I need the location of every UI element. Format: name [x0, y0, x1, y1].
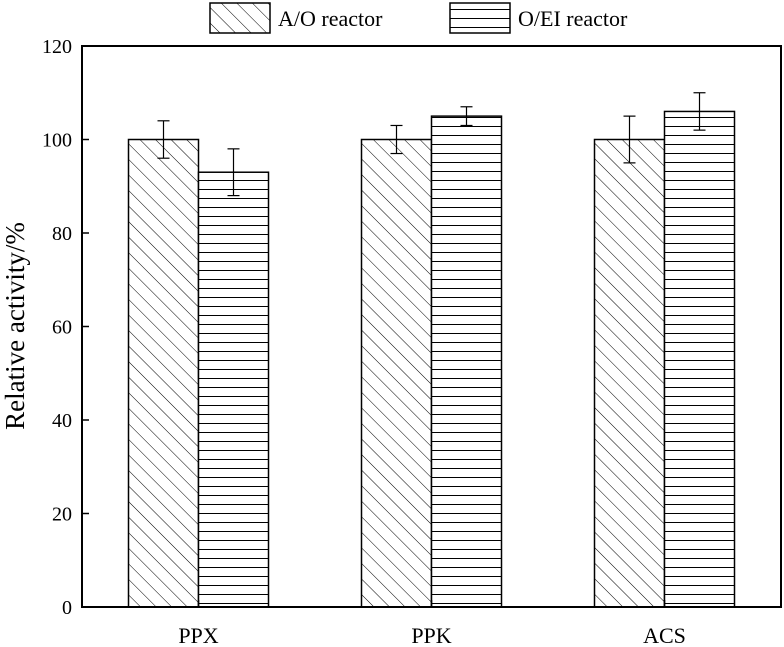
plot-area: 0 20 40 60 80 100 120 PPX PPK ACS: [42, 36, 736, 647]
category-label-ppk: PPK: [411, 623, 451, 647]
legend-swatch-oei-reactor: [449, 2, 511, 34]
legend: A/O reactor O/EI reactor: [209, 2, 628, 34]
legend-item-oei-reactor: O/EI reactor: [449, 2, 628, 34]
bar-ppk-oei-reactor: [430, 115, 503, 608]
legend-item-ao-reactor: A/O reactor: [209, 2, 383, 34]
y-tick-label-20: 20: [52, 504, 72, 526]
y-tick-label-0: 0: [62, 597, 72, 619]
legend-label-ao-reactor: A/O reactor: [278, 6, 383, 31]
y-tick-label-120: 120: [42, 36, 72, 58]
plot-frame: [81, 45, 782, 608]
bar-ppx-ao-reactor: [127, 138, 200, 608]
bar-acs-oei-reactor: [663, 110, 736, 608]
category-label-acs: ACS: [643, 623, 686, 647]
legend-label-oei-reactor: O/EI reactor: [518, 6, 628, 31]
y-tick-label-100: 100: [42, 130, 72, 152]
error-bar-ppx-oei-reactor: [227, 148, 240, 197]
error-bar-ppx-ao-reactor: [157, 120, 170, 159]
y-tick-label-80: 80: [52, 223, 72, 245]
y-axis-title: Relative activity/%: [0, 222, 30, 430]
y-tick-label-60: 60: [52, 317, 72, 339]
y-tick-label-40: 40: [52, 410, 72, 432]
error-bar-acs-ao-reactor: [623, 115, 636, 164]
bar-ppk-ao-reactor: [360, 138, 433, 608]
bar-ppx-oei-reactor: [197, 171, 270, 608]
error-bar-ppk-oei-reactor: [460, 106, 473, 127]
category-label-ppx: PPX: [178, 623, 218, 647]
legend-swatch-ao-reactor: [209, 2, 271, 34]
error-bar-acs-oei-reactor: [693, 92, 706, 131]
bar-acs-ao-reactor: [593, 138, 666, 608]
error-bar-ppk-ao-reactor: [390, 124, 403, 155]
